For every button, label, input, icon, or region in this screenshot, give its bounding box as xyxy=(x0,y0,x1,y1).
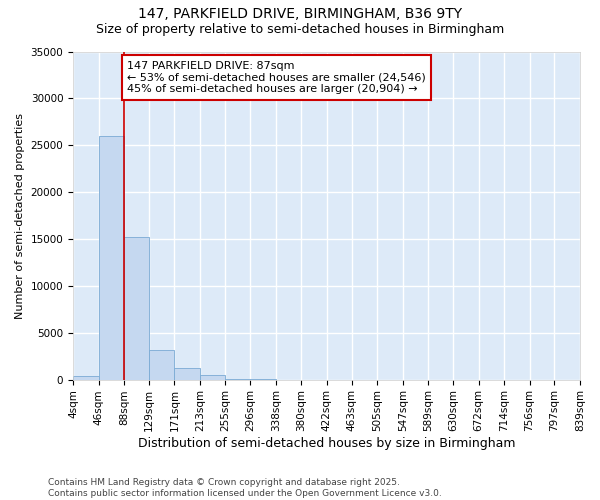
Text: Size of property relative to semi-detached houses in Birmingham: Size of property relative to semi-detach… xyxy=(96,22,504,36)
Bar xyxy=(226,378,250,380)
Bar xyxy=(73,376,98,380)
Bar xyxy=(124,237,149,380)
Text: 147 PARKFIELD DRIVE: 87sqm
← 53% of semi-detached houses are smaller (24,546)
45: 147 PARKFIELD DRIVE: 87sqm ← 53% of semi… xyxy=(127,61,426,94)
Bar xyxy=(149,350,175,380)
Text: 147, PARKFIELD DRIVE, BIRMINGHAM, B36 9TY: 147, PARKFIELD DRIVE, BIRMINGHAM, B36 9T… xyxy=(138,8,462,22)
Bar xyxy=(98,136,124,380)
Text: Contains HM Land Registry data © Crown copyright and database right 2025.
Contai: Contains HM Land Registry data © Crown c… xyxy=(48,478,442,498)
X-axis label: Distribution of semi-detached houses by size in Birmingham: Distribution of semi-detached houses by … xyxy=(138,437,515,450)
Bar xyxy=(175,368,200,380)
Bar xyxy=(200,376,226,380)
Y-axis label: Number of semi-detached properties: Number of semi-detached properties xyxy=(15,112,25,318)
